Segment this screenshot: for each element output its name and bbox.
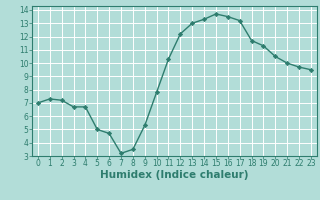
X-axis label: Humidex (Indice chaleur): Humidex (Indice chaleur) bbox=[100, 170, 249, 180]
